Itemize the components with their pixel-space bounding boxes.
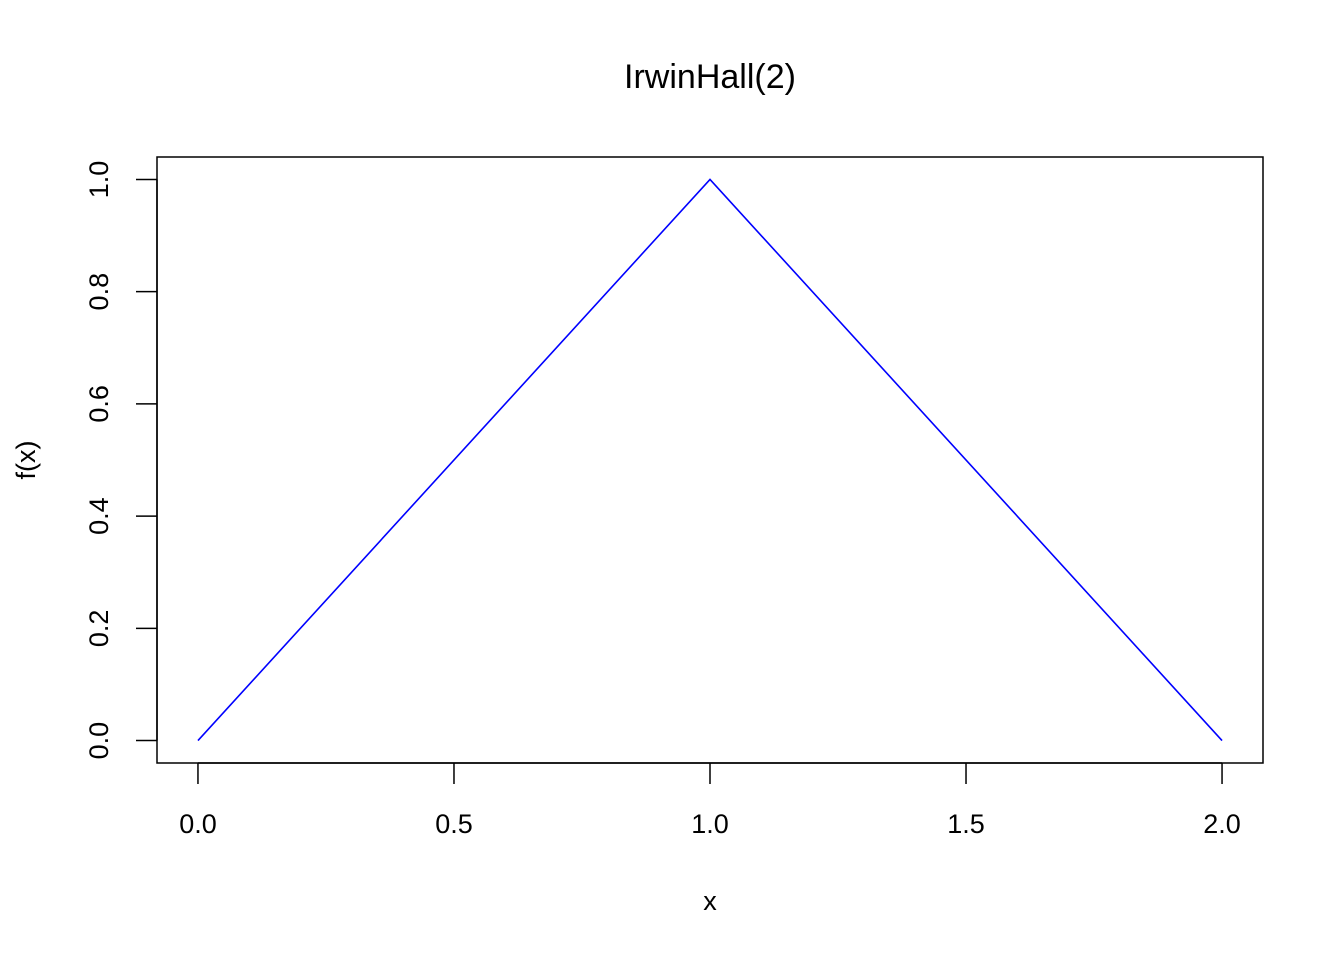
y-tick-label: 0.0: [84, 722, 114, 760]
y-tick-label: 0.4: [84, 497, 114, 535]
x-tick-label: 1.0: [691, 809, 729, 839]
x-axis-label: x: [703, 886, 717, 916]
y-tick-label: 0.2: [84, 610, 114, 648]
x-axis: 0.0 0.5 1.0 1.5 2.0: [179, 762, 1241, 839]
plot-frame: [156, 156, 1264, 764]
series-line-0: [197, 178, 1223, 742]
series-layer: [197, 178, 1223, 742]
chart-title: IrwinHall(2): [624, 58, 796, 96]
y-tick-label: 1.0: [84, 161, 114, 199]
y-tick-label: 0.8: [84, 273, 114, 311]
x-tick-label: 2.0: [1203, 809, 1241, 839]
y-tick-label: 0.6: [84, 385, 114, 423]
x-tick-label: 1.5: [947, 809, 985, 839]
x-tick-label: 0.5: [435, 809, 473, 839]
x-tick-label: 0.0: [179, 809, 217, 839]
y-axis-label: f(x): [11, 441, 41, 480]
y-axis: 0.0 0.2 0.4 0.6 0.8 1.0: [84, 161, 158, 760]
